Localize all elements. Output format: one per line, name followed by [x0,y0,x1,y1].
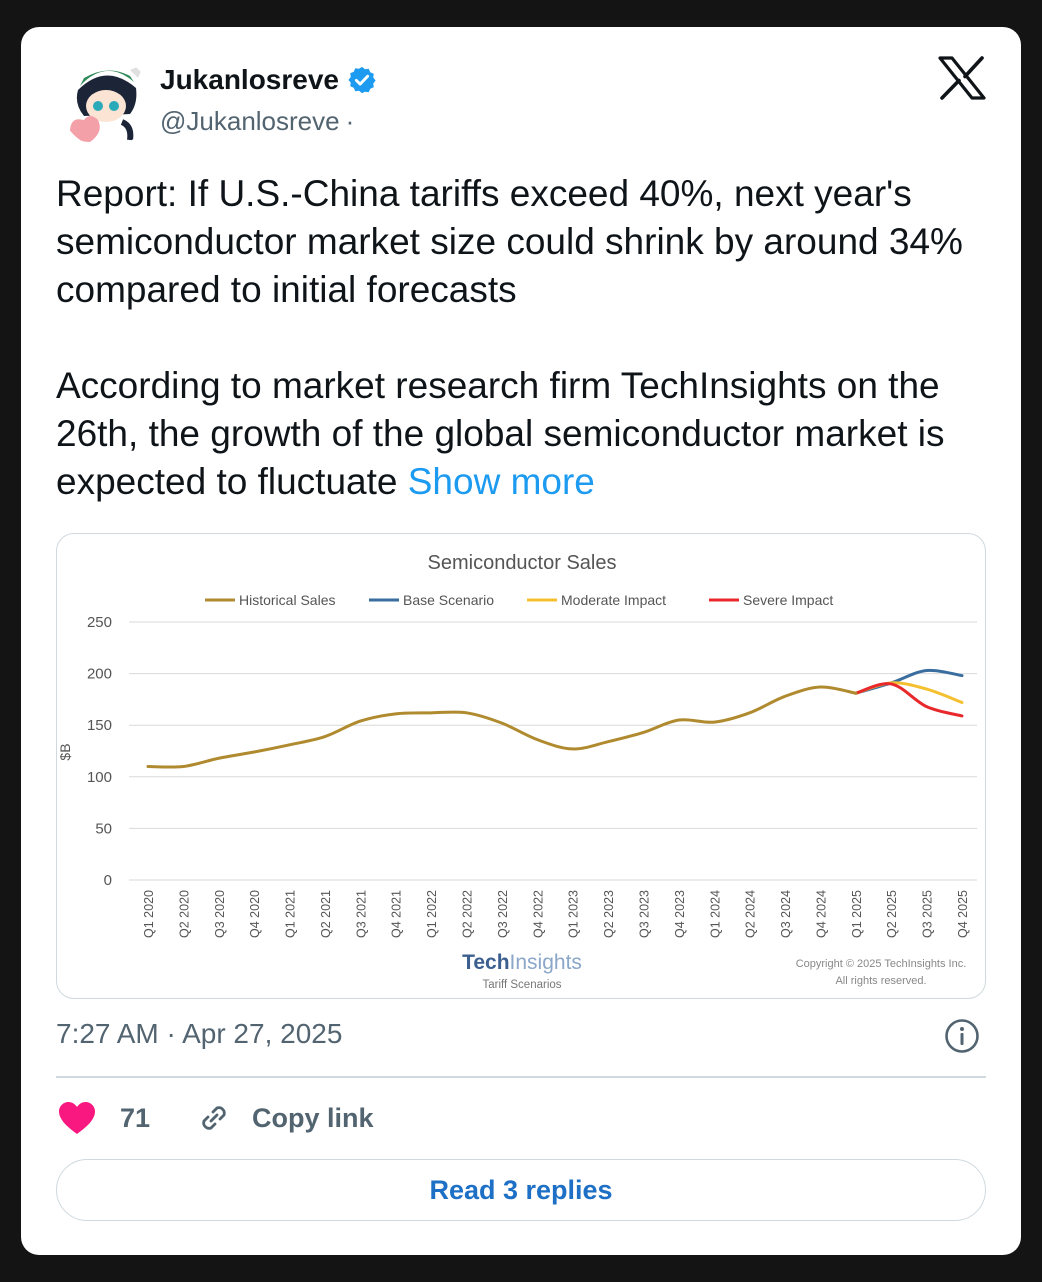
x-tick-label: Q1 2024 [708,890,722,938]
x-tick-label: Q3 2023 [637,890,651,938]
tweet-paragraph-2: According to market research firm TechIn… [56,362,986,506]
anime-character-avatar-icon [60,56,152,148]
semiconductor-sales-chart: Semiconductor Sales Historical Sales Base … [57,552,977,991]
like-count: 71 [120,1102,151,1133]
y-tick-label: 250 [87,614,112,631]
y-axis-label: $B [57,743,73,760]
display-name[interactable]: Jukanlosreve [160,64,339,95]
x-tick-label: Q3 2025 [921,890,935,938]
y-tick-label: 50 [95,820,112,837]
x-tick-label: Q2 2024 [744,890,758,938]
copy-link-button[interactable]: Copy link [196,1100,374,1136]
tweet-paragraph-1: Report: If U.S.-China tariffs exceed 40%… [56,173,963,310]
copyright-line-1: Copyright © 2025 TechInsights Inc. [796,958,967,970]
read-replies-label: Read 3 replies [429,1174,613,1205]
y-tick-label: 0 [104,872,112,889]
avatar[interactable] [60,56,152,148]
x-tick-label: Q4 2022 [531,890,545,938]
verified-badge-icon [348,66,376,94]
x-tick-label: Q3 2020 [213,890,227,938]
x-tick-label: Q3 2022 [496,890,510,938]
x-tick-label: Q4 2020 [248,890,262,938]
copyright-line-2: All rights reserved. [835,975,926,987]
legend-label: Base Scenario [403,592,494,608]
x-tick-label: Q4 2024 [814,890,828,938]
info-icon[interactable] [944,1018,980,1054]
x-tick-label: Q4 2025 [956,890,970,938]
series-line [146,685,858,769]
link-icon [202,1106,226,1130]
show-more-link[interactable]: Show more [407,461,595,502]
tweet-timestamp[interactable]: 7:27 AM · Apr 27, 2025 [56,1018,343,1049]
x-tick-label: Q2 2025 [885,890,899,938]
legend-label: Historical Sales [239,592,335,608]
x-tick-label: Q4 2023 [673,890,687,938]
x-tick-label: Q1 2025 [850,890,864,938]
series-line [854,682,964,718]
author-handle-row[interactable]: @Jukanlosreve · [160,106,354,137]
x-tick-label: Q2 2021 [319,890,333,938]
chart-image[interactable]: Semiconductor Sales Historical Sales Base … [56,533,986,999]
like-button[interactable]: 71 [58,1101,150,1135]
y-tick-label: 200 [87,666,112,683]
legend-label: Severe Impact [743,592,833,608]
user-handle[interactable]: @Jukanlosreve [160,106,340,136]
x-tick-label: Q3 2024 [779,890,793,938]
watermark-subtitle: Tariff Scenarios [482,979,561,991]
tweet-text: Report: If U.S.-China tariffs exceed 40%… [56,170,986,506]
tweet-actions: 71 Copy link [58,1096,374,1140]
x-tick-label: Q1 2023 [567,890,581,938]
x-tick-label: Q2 2022 [461,890,475,938]
read-replies-button[interactable]: Read 3 replies [56,1159,986,1221]
x-tick-label: Q1 2022 [425,890,439,938]
x-logo-icon[interactable] [938,56,986,100]
y-tick-label: 150 [87,717,112,734]
x-tick-label: Q1 2021 [284,890,298,938]
x-tick-label: Q2 2020 [177,890,191,938]
heart-icon[interactable] [58,1101,96,1135]
legend-label: Moderate Impact [561,592,666,608]
x-tick-label: Q4 2021 [390,890,404,938]
x-tick-label: Q3 2021 [354,890,368,938]
y-tick-label: 100 [87,769,112,786]
handle-separator: · [345,106,355,136]
techinsights-logo: TechInsights [462,951,582,974]
chart-title: Semiconductor Sales [428,552,617,574]
tweet-paragraph-2-text: According to market research firm TechIn… [56,365,945,502]
author-name-row[interactable]: Jukanlosreve [160,62,377,98]
copy-link-label: Copy link [252,1102,374,1133]
x-tick-label: Q2 2023 [602,890,616,938]
divider [56,1076,986,1078]
x-tick-label: Q1 2020 [142,890,156,938]
